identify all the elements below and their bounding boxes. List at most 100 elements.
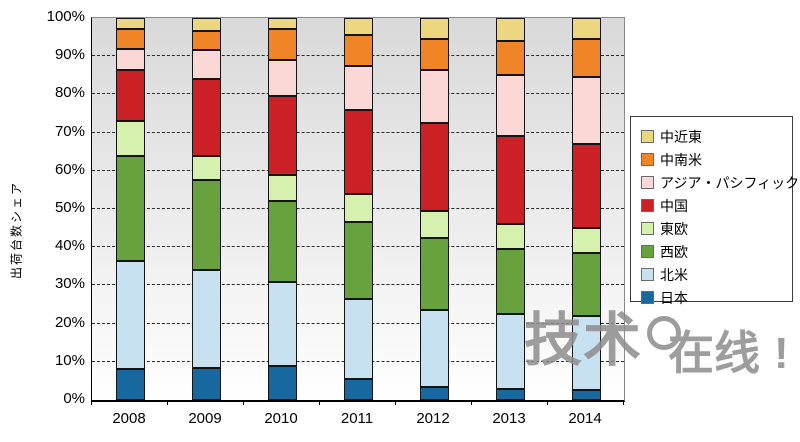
bar-segment-中南米 [115, 29, 145, 49]
bar-segment-中国 [267, 96, 297, 175]
bar-segment-日本 [115, 369, 145, 400]
legend-swatch [641, 130, 654, 143]
legend-swatch [641, 268, 654, 281]
y-tick-label: 80% [54, 84, 85, 102]
legend-item-東欧: 東欧 [641, 217, 792, 240]
bar-segment-中国 [115, 69, 145, 122]
bar-segment-中南米 [343, 35, 373, 66]
bar-segment-中国 [495, 136, 525, 225]
y-tick-label: 90% [54, 46, 85, 64]
x-tick-label: 2012 [416, 410, 450, 427]
y-tick-label: 50% [54, 199, 85, 216]
bar-segment-北米 [495, 314, 525, 389]
legend-label: 東欧 [660, 220, 688, 237]
bar-segment-日本 [267, 365, 297, 400]
legend-items: 中近東中南米アジア・パシフィック 中国東欧西欧北米日本 [641, 125, 799, 309]
bar-segment-北米 [343, 298, 373, 379]
bar-segment-中近東 [495, 18, 525, 41]
legend-item-中近東: 中近東 [641, 125, 792, 148]
bar-segment-北米 [267, 281, 297, 366]
bar-segment-中国 [343, 109, 373, 194]
bar-segment-東欧 [267, 174, 297, 202]
bar-segment-中南米 [495, 40, 525, 76]
x-tick-label: 2010 [264, 410, 298, 427]
bar-segment-アジア・パシフィック [495, 75, 525, 137]
bar-segment-北米 [115, 260, 145, 370]
y-tick-label: 10% [54, 351, 85, 369]
legend-label: 中国 [660, 197, 688, 214]
y-tick-label: 20% [54, 313, 85, 331]
bar-segment-アジア・パシフィック [191, 50, 221, 80]
bar-segment-中近東 [267, 18, 297, 30]
bar-segment-東欧 [571, 228, 601, 253]
bar-segment-中南米 [571, 39, 601, 78]
x-tick-label: 2014 [568, 410, 602, 427]
bar-segment-日本 [495, 388, 525, 400]
legend-label: アジア・パシフィック [660, 174, 800, 191]
bar-segment-西欧 [571, 252, 601, 316]
magnifier-icon [647, 316, 682, 350]
bar-segment-西欧 [267, 201, 297, 282]
legend-swatch [641, 245, 654, 258]
bar-segment-西欧 [343, 222, 373, 299]
y-tick-label: 100% [46, 8, 85, 25]
bar-segment-アジア・パシフィック [267, 60, 297, 97]
bar-segment-西欧 [191, 180, 221, 271]
y-tick-label: 60% [54, 160, 85, 178]
bar-segment-日本 [571, 390, 601, 400]
watermark-text-right: 在线 [668, 327, 761, 379]
bar-segment-西欧 [115, 155, 145, 261]
bar-segment-中南米 [419, 39, 449, 70]
legend-label: 中南米 [660, 151, 702, 168]
legend-item-西欧: 西欧 [641, 240, 792, 263]
bar-segment-東欧 [115, 121, 145, 156]
legend-item-中南米: 中南米 [641, 148, 792, 171]
bar-segment-中近東 [191, 18, 221, 32]
axis-tick [547, 400, 548, 405]
x-tick-label: 2013 [492, 410, 526, 427]
legend: 中近東中南米アジア・パシフィック 中国東欧西欧北米日本 [630, 116, 799, 306]
legend-swatch [641, 291, 654, 304]
bar-segment-中近東 [571, 18, 601, 40]
bar-segment-中近東 [115, 18, 145, 30]
x-tick-label: 2011 [340, 410, 374, 427]
axis-tick [471, 400, 472, 405]
axis-tick [91, 400, 92, 405]
axis-tick [167, 400, 168, 405]
bar-segment-東欧 [495, 224, 525, 250]
bar-segment-中南米 [191, 31, 221, 51]
y-tick-label: 30% [54, 275, 85, 293]
bar-segment-日本 [191, 367, 221, 400]
watermark-exclaim: ! [774, 329, 789, 378]
bar-segment-東欧 [191, 155, 221, 181]
legend-swatch [641, 176, 654, 189]
legend-label: 中近東 [660, 128, 702, 145]
plot-area [91, 17, 625, 402]
axis-tick [319, 400, 320, 405]
legend-item-北米: 北米 [641, 263, 792, 286]
x-tick-label: 2008 [112, 410, 146, 427]
legend-swatch [641, 199, 654, 212]
bar-segment-日本 [343, 379, 373, 400]
y-axis-title: 出荷台数シェア [9, 180, 24, 280]
bar-segment-東欧 [419, 210, 449, 238]
axis-tick [395, 400, 396, 405]
legend-item-日本: 日本 [641, 286, 792, 309]
bar-segment-中南米 [267, 29, 297, 61]
axis-tick [623, 400, 624, 405]
y-tick-label: 70% [54, 122, 85, 140]
bar-segment-中国 [419, 123, 449, 211]
bar-segment-中国 [571, 144, 601, 229]
bar-segment-北米 [419, 310, 449, 387]
legend-item-アジア・パシフィック: アジア・パシフィック [641, 171, 799, 194]
legend-swatch [641, 153, 654, 166]
y-tick-label: 40% [54, 237, 85, 255]
bar-segment-北米 [191, 270, 221, 368]
bar-segment-中国 [191, 79, 221, 156]
bar-segment-東欧 [343, 193, 373, 223]
legend-label: 日本 [660, 289, 688, 306]
legend-label: 北米 [660, 266, 688, 283]
bar-segment-アジア・パシフィック [115, 48, 145, 70]
bar-segment-中近東 [343, 18, 373, 36]
